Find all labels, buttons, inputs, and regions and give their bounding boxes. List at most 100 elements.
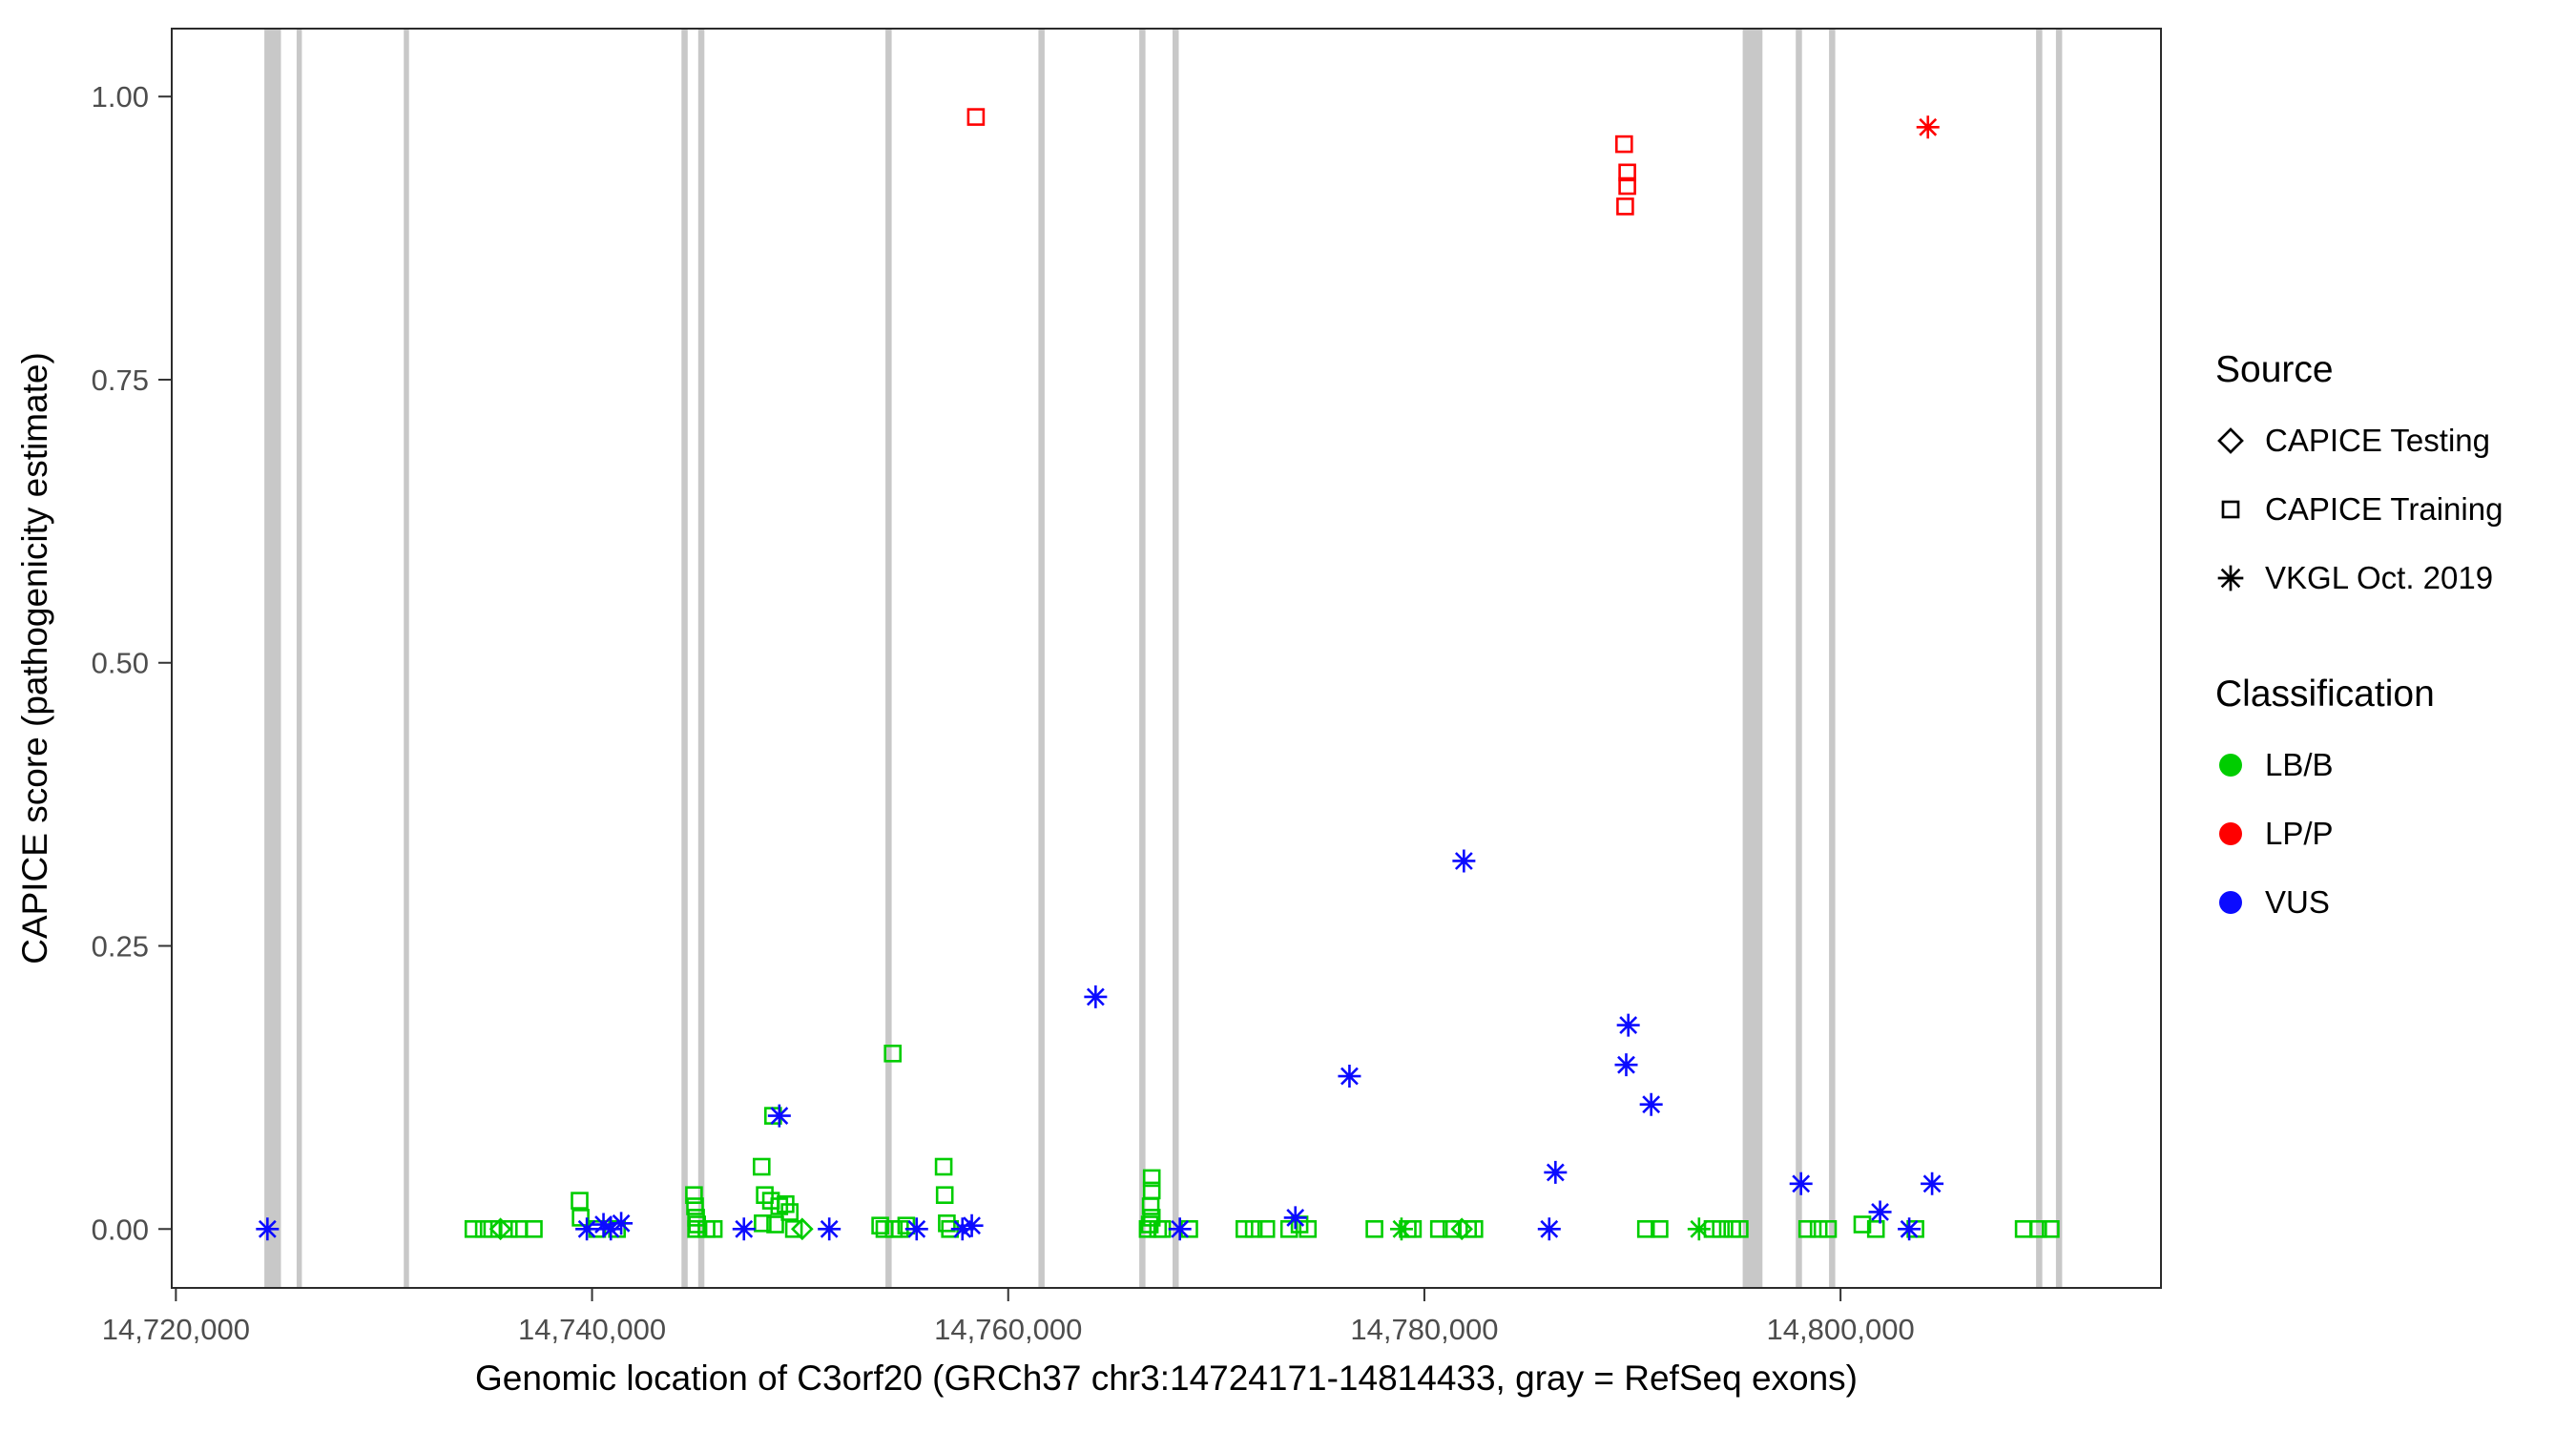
data-point-asterisk: [1639, 1092, 1663, 1116]
legend-item-label: LB/B: [2265, 747, 2334, 782]
data-point-asterisk: [1868, 1200, 1892, 1224]
data-point-square: [752, 1157, 771, 1176]
data-point-square: [1429, 1220, 1448, 1238]
data-point-asterisk: [1916, 115, 1940, 139]
exon-bar: [681, 29, 688, 1288]
data-point-square: [509, 1220, 529, 1238]
data-point-square: [1618, 163, 1636, 182]
panel-border: [171, 28, 2162, 1289]
data-point-asterisk: [1389, 1217, 1413, 1241]
exon-bar: [264, 29, 281, 1288]
exon-bar: [1829, 29, 1836, 1288]
data-point-square: [1257, 1220, 1276, 1238]
data-point-square: [1365, 1220, 1383, 1238]
data-point-square: [1797, 1220, 1817, 1238]
circle-icon-vus: [2215, 887, 2246, 918]
data-point-asterisk: [818, 1217, 841, 1241]
exon-bar: [2055, 29, 2063, 1288]
y-tick-label: 0.75: [92, 363, 149, 397]
legend-item-label: VKGL Oct. 2019: [2265, 560, 2494, 595]
x-tick-label: 14,780,000: [1350, 1313, 1498, 1346]
data-point-asterisk: [1168, 1217, 1192, 1241]
exon-bar: [1173, 29, 1179, 1288]
data-point-square: [1465, 1220, 1484, 1238]
data-point-square: [1818, 1220, 1838, 1238]
data-point-square: [687, 1220, 705, 1238]
data-point-square: [883, 1045, 903, 1063]
legend-classification-title: Classification: [2215, 674, 2435, 715]
data-point-asterisk: [1084, 985, 1108, 1008]
legend-item-vus: VUS: [2215, 881, 2570, 923]
exon-bar: [404, 29, 409, 1288]
data-point-square: [784, 1220, 803, 1238]
data-point-square: [1712, 1220, 1730, 1238]
data-point-square: [1616, 197, 1634, 216]
data-point-diamond: [790, 1217, 814, 1241]
exon-bar: [697, 29, 705, 1288]
legend-item-label: CAPICE Testing: [2265, 423, 2490, 458]
x-axis-title: Genomic location of C3orf20 (GRCh37 chr3…: [474, 1358, 1859, 1398]
data-point-square: [2042, 1220, 2060, 1238]
data-point-asterisk: [256, 1217, 280, 1241]
data-point-square: [1298, 1220, 1318, 1238]
data-point-square: [1244, 1220, 1263, 1238]
circle-icon-lpp: [2215, 819, 2246, 849]
data-point-square: [1615, 135, 1633, 154]
data-point-square: [571, 1192, 589, 1210]
legend-item-lbb: LB/B: [2215, 744, 2570, 786]
data-point-square: [935, 1186, 954, 1204]
data-point-asterisk: [1614, 1053, 1638, 1077]
data-point-square: [1141, 1197, 1160, 1215]
data-point-square: [756, 1186, 774, 1204]
data-point-square: [966, 108, 986, 126]
legend-item-lpp: LP/P: [2215, 813, 2570, 855]
exon-bar: [1038, 29, 1045, 1288]
data-point-asterisk: [767, 1104, 791, 1128]
exon-bar: [1796, 29, 1802, 1288]
data-point-asterisk: [960, 1213, 984, 1237]
asterisk-icon: [2215, 563, 2246, 593]
data-point-asterisk: [1921, 1172, 1944, 1195]
exon-bar: [1139, 29, 1146, 1288]
exon-bar: [296, 29, 302, 1288]
data-point-square: [2014, 1220, 2033, 1238]
data-point-asterisk: [1283, 1206, 1307, 1230]
data-point-diamond: [488, 1217, 512, 1241]
data-point-square: [1618, 176, 1636, 196]
data-point-square: [483, 1220, 502, 1238]
data-point-asterisk: [1687, 1217, 1711, 1241]
data-point-square: [754, 1214, 772, 1233]
data-point-square: [464, 1220, 483, 1238]
data-point-asterisk: [732, 1217, 756, 1241]
data-point-square: [780, 1203, 800, 1221]
data-point-square: [766, 1215, 784, 1234]
data-point-square: [1636, 1220, 1655, 1238]
data-point-square: [704, 1220, 723, 1238]
data-point-square: [938, 1214, 956, 1233]
y-tick-label: 1.00: [92, 80, 149, 114]
data-point-square: [1459, 1220, 1477, 1238]
data-point-asterisk: [610, 1212, 634, 1235]
data-point-square: [1279, 1220, 1298, 1238]
data-point-square: [1651, 1220, 1669, 1238]
x-tick-label: 14,740,000: [518, 1313, 666, 1346]
y-tick-label: 0.00: [92, 1213, 149, 1246]
data-point-square: [770, 1197, 789, 1215]
x-tick-label: 14,760,000: [934, 1313, 1082, 1346]
y-tick-label: 0.50: [92, 647, 149, 680]
data-point-square: [685, 1186, 703, 1204]
data-point-square: [499, 1220, 518, 1238]
y-tick-label: 0.25: [92, 930, 149, 964]
data-point-asterisk: [1338, 1065, 1361, 1089]
exon-bar: [885, 29, 892, 1288]
data-point-asterisk: [592, 1213, 615, 1236]
data-point-asterisk: [1544, 1160, 1568, 1184]
data-point-square: [1236, 1220, 1254, 1238]
data-point-asterisk: [1537, 1217, 1561, 1241]
data-point-asterisk: [1616, 1013, 1640, 1037]
data-point-asterisk: [904, 1217, 928, 1241]
data-point-asterisk: [599, 1217, 623, 1241]
data-point-square: [871, 1216, 889, 1234]
data-point-asterisk: [1898, 1217, 1922, 1241]
